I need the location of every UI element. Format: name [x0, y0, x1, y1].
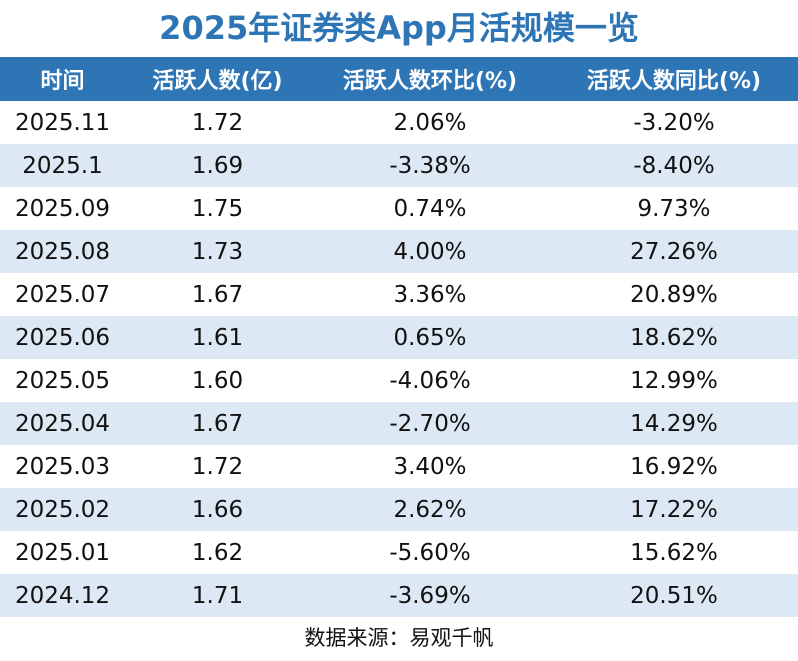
title: 2025年证券类App月活规模一览 [159, 9, 639, 47]
table-cell: -2.70% [310, 402, 550, 445]
table-cell: -3.20% [633, 109, 715, 136]
table-cell: 18.62% [550, 316, 798, 359]
table-cell: 4.00% [310, 230, 550, 273]
table-cell: -8.40% [550, 144, 798, 187]
table-cell: 1.62 [191, 539, 244, 566]
table-cell: 1.60 [191, 367, 244, 394]
table-cell: -3.69% [310, 574, 550, 617]
table-cell: 2025.03 [14, 453, 111, 480]
table-cell: 2025.02 [0, 488, 125, 531]
table-row: 2025.03 1.72 3.40% 16.92% [0, 445, 798, 488]
table-cell: 1.72 [191, 453, 244, 480]
table-cell: -5.60% [389, 539, 471, 566]
table-cell: 2025.01 [14, 539, 111, 566]
table-row: 2025.02 1.66 2.62% 17.22% [0, 488, 798, 531]
table-cell: 1.69 [125, 144, 310, 187]
table-cell: 2.62% [310, 488, 550, 531]
table-cell: -3.38% [310, 144, 550, 187]
table-cell: 2025.07 [14, 281, 111, 308]
table-cell: 2025.04 [0, 402, 125, 445]
table-cell: 2.06% [393, 109, 467, 136]
table-cell: 2025.05 [14, 367, 111, 394]
table-cell: 1.61 [125, 316, 310, 359]
table-cell: 12.99% [630, 367, 718, 394]
table-cell: 2025.11 [14, 109, 111, 136]
header-cell: 时间 [0, 57, 125, 101]
table-cell: 2025.08 [0, 230, 125, 273]
header-cell: 活跃人数同比(%) [550, 57, 798, 101]
table-cell: 9.73% [637, 195, 711, 222]
source-note: 数据来源：易观千帆 [304, 626, 494, 650]
table-cell: 2025.06 [0, 316, 125, 359]
table: 时间 活跃人数(亿) 活跃人数环比(%) 活跃人数同比(%) 2025.11 1.72 2… [0, 57, 798, 617]
table-cell: 3.40% [393, 453, 467, 480]
table-row: 2024.12 1.71 -3.69% 20.51% [0, 574, 798, 617]
table-cell: 17.22% [550, 488, 798, 531]
table-cell: 1.75 [191, 195, 244, 222]
table-cell: 15.62% [630, 539, 718, 566]
table-body: 2025.11 1.72 2.06% -3.20% 2025.1 1.69 -3.38% -8… [0, 101, 798, 617]
table-cell: 2025.09 [14, 195, 111, 222]
table-cell: 27.26% [550, 230, 798, 273]
table-cell: 20.51% [550, 574, 798, 617]
table-row: 2025.11 1.72 2.06% -3.20% [0, 101, 798, 144]
table-cell: 0.65% [310, 316, 550, 359]
table-row: 2025.09 1.75 0.74% 9.73% [0, 187, 798, 230]
table-cell: 1.67 [125, 402, 310, 445]
table-cell: 2024.12 [0, 574, 125, 617]
table-row: 2025.05 1.60 -4.06% 12.99% [0, 359, 798, 402]
table-row: 2025.08 1.73 4.00% 27.26% [0, 230, 798, 273]
header-row: 时间 活跃人数(亿) 活跃人数环比(%) 活跃人数同比(%) [0, 57, 798, 101]
table-row: 2025.1 1.69 -3.38% -8.40% [0, 144, 798, 187]
table-cell: 20.89% [630, 281, 718, 308]
table-cell: 2025.1 [0, 144, 125, 187]
header-cell: 活跃人数(亿) [125, 57, 310, 101]
table-cell: 0.74% [393, 195, 467, 222]
header-cell: 活跃人数环比(%) [310, 57, 550, 101]
table-cell: 1.66 [125, 488, 310, 531]
table-row: 2025.01 1.62 -5.60% 15.62% [0, 531, 798, 574]
table-row: 2025.04 1.67 -2.70% 14.29% [0, 402, 798, 445]
table-row: 2025.07 1.67 3.36% 20.89% [0, 273, 798, 316]
table-row: 2025.06 1.61 0.65% 18.62% [0, 316, 798, 359]
table-cell: 16.92% [630, 453, 718, 480]
table-cell: 1.73 [125, 230, 310, 273]
table-cell: 1.71 [125, 574, 310, 617]
table-cell: 3.36% [393, 281, 467, 308]
table-cell: 1.67 [191, 281, 244, 308]
table-cell: 1.72 [191, 109, 244, 136]
table-cell: -4.06% [389, 367, 471, 394]
table-cell: 14.29% [550, 402, 798, 445]
